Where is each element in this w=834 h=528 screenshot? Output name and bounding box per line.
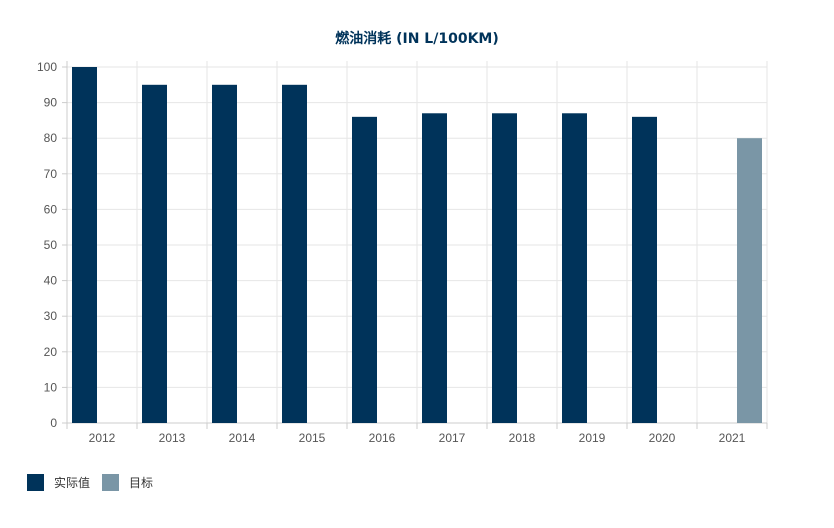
- legend-label-actual: 实际值: [54, 476, 91, 490]
- y-tick-label: 100: [37, 60, 57, 74]
- x-tick-label: 2014: [229, 431, 256, 445]
- bar-chart: 燃油消耗 (IN L/100KM) 0 10 20 30 40 50 60 70 80 90 100…: [37, 30, 768, 445]
- bar-actual-2015[interactable]: [282, 84, 307, 424]
- legend-item-actual[interactable]: 实际值: [27, 474, 90, 491]
- bar-actual-2018[interactable]: [492, 113, 517, 423]
- bar-actual-2013[interactable]: [142, 84, 167, 424]
- y-tick-label: 70: [44, 167, 58, 181]
- bar-actual-2014[interactable]: [212, 84, 237, 424]
- legend-swatch-actual: [27, 474, 44, 491]
- tick-labels: 0 10 20 30 40 50 60 70 80 90 100 2012 2013 2014 2015 20…: [37, 60, 746, 445]
- y-tick-label: 20: [44, 345, 58, 359]
- x-tick-label: 2015: [299, 431, 326, 445]
- y-tick-label: 40: [44, 274, 58, 288]
- legend-item-target[interactable]: 目标: [102, 474, 153, 491]
- bar-actual-2019[interactable]: [562, 113, 587, 423]
- grid-lines: [67, 61, 768, 423]
- x-tick-label: 2016: [369, 431, 396, 445]
- bar-actual-2016[interactable]: [352, 116, 377, 423]
- y-tick-label: 80: [44, 131, 58, 145]
- x-tick-label: 2012: [89, 431, 116, 445]
- x-tick-label: 2017: [439, 431, 466, 445]
- x-tick-label: 2019: [579, 431, 606, 445]
- x-tick-label: 2013: [159, 431, 186, 445]
- y-tick-label: 0: [50, 416, 57, 430]
- y-tick-label: 50: [44, 238, 58, 252]
- y-tick-label: 10: [44, 380, 58, 394]
- legend: 实际值 目标: [27, 474, 165, 491]
- x-tick-label: 2018: [509, 431, 536, 445]
- bars: [72, 67, 762, 424]
- y-tick-label: 30: [44, 309, 58, 323]
- legend-swatch-target: [102, 474, 120, 491]
- bar-actual-2017[interactable]: [422, 113, 447, 423]
- bar-actual-2012[interactable]: [72, 67, 97, 423]
- x-tick-label: 2021: [719, 431, 746, 445]
- y-tick-label: 90: [44, 96, 58, 110]
- x-tick-label: 2020: [649, 431, 676, 445]
- bar-actual-2020[interactable]: [632, 116, 657, 423]
- y-tick-label: 60: [44, 202, 58, 216]
- bar-target-2021[interactable]: [737, 138, 762, 423]
- chart-title: 燃油消耗 (IN L/100KM): [335, 30, 499, 47]
- legend-label-target: 目标: [129, 476, 154, 490]
